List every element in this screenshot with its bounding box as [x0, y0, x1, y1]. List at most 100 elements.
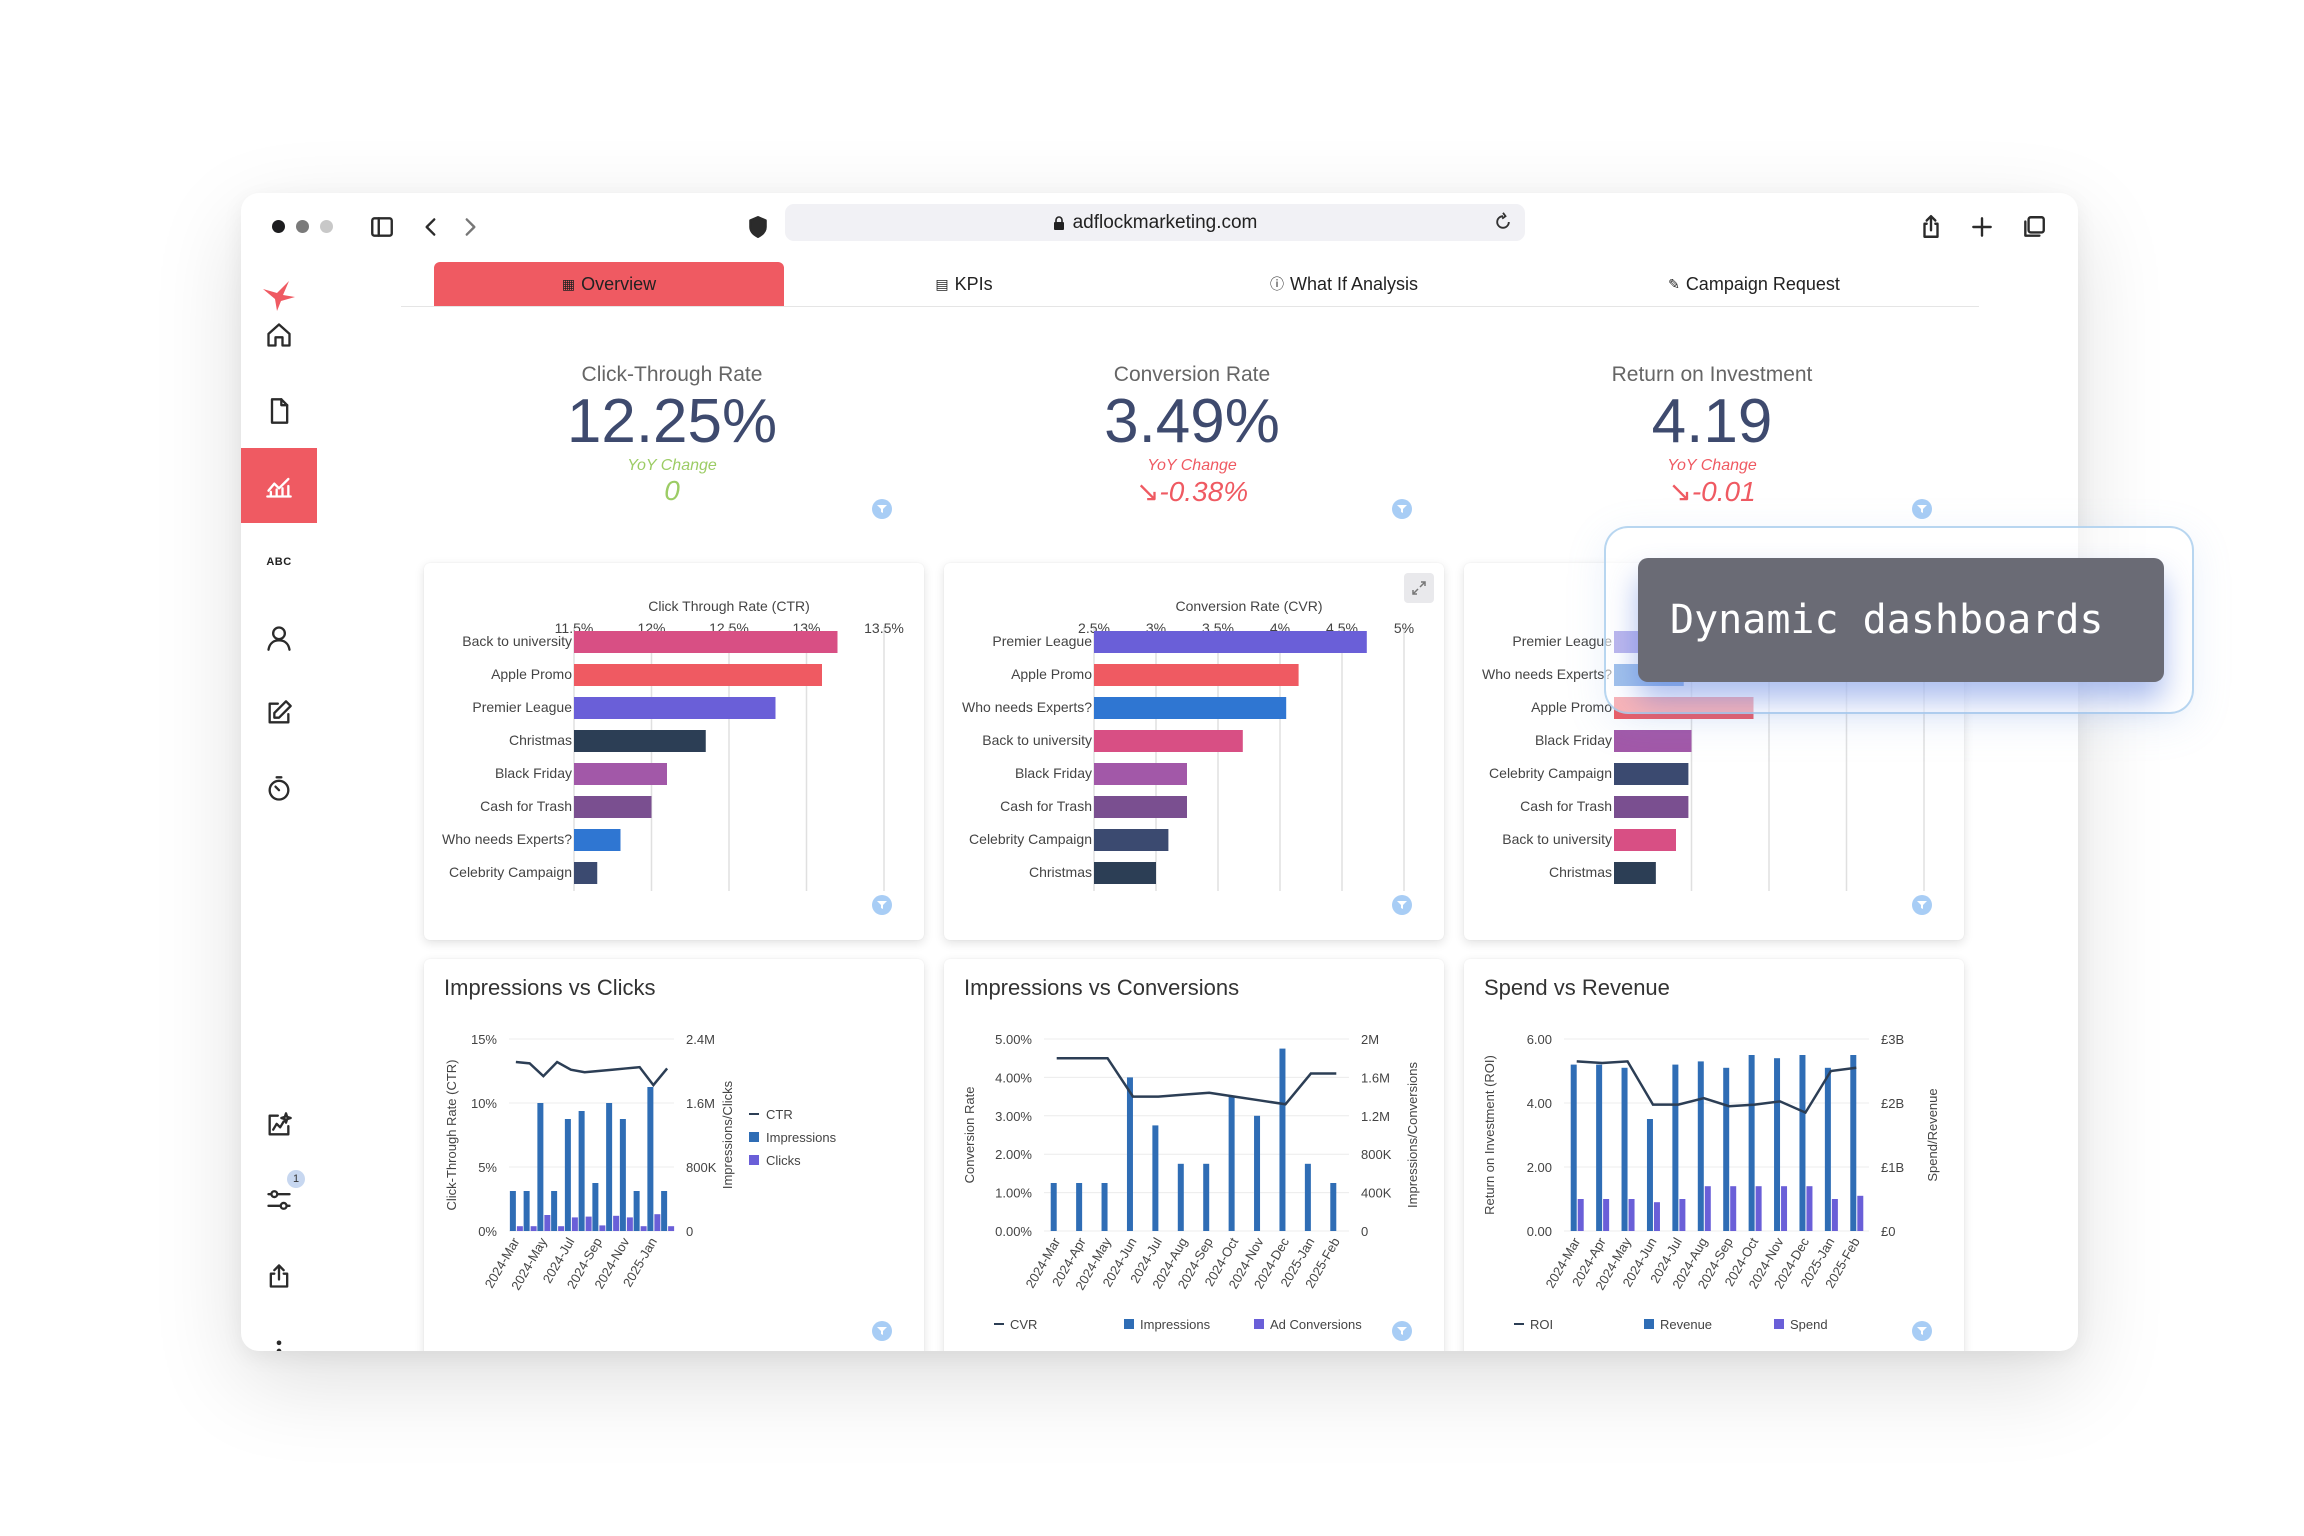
bar — [1755, 1186, 1762, 1231]
bar — [537, 1103, 544, 1231]
bar — [578, 1111, 585, 1231]
bar — [1577, 1199, 1584, 1231]
browser-window: adflockmarketing.com ABC — [241, 193, 2078, 1351]
y2-tick-label: £1B — [1881, 1160, 1904, 1175]
kpi-yoy-label: YoY Change — [627, 457, 717, 474]
kpi-value: 4.19 — [1651, 387, 1773, 456]
legend-swatch — [749, 1132, 759, 1142]
y-tick-label: 4.00 — [1527, 1096, 1552, 1111]
filter-icon[interactable] — [872, 499, 892, 519]
bar — [1806, 1186, 1813, 1231]
browser-toolbar: adflockmarketing.com — [241, 193, 2078, 257]
home-icon[interactable] — [241, 297, 317, 372]
forward-icon[interactable] — [450, 207, 490, 247]
abc-icon[interactable]: ABC — [266, 555, 292, 568]
edit-icon[interactable] — [241, 675, 317, 750]
app-logo[interactable] — [241, 257, 317, 332]
window-minimize-dot[interactable] — [296, 220, 309, 233]
filter-icon[interactable] — [1392, 1321, 1412, 1341]
legend-label: Impressions — [766, 1130, 837, 1145]
category-label: Cash for Trash — [1520, 798, 1612, 814]
bar — [1228, 1096, 1235, 1231]
bar — [509, 1191, 516, 1231]
filter-icon[interactable] — [872, 895, 892, 915]
y2-tick-label: 2M — [1361, 1032, 1379, 1047]
tab-kpis[interactable]: ▤ KPIs — [935, 273, 993, 294]
shield-icon[interactable] — [738, 207, 778, 247]
tab-overview-icon[interactable] — [2014, 207, 2054, 247]
bar — [1646, 1119, 1653, 1231]
window-close-dot[interactable] — [272, 220, 285, 233]
filter-icon[interactable] — [1912, 1321, 1932, 1341]
bar — [1697, 1061, 1704, 1231]
category-label: Apple Promo — [1531, 699, 1612, 715]
category-label: Black Friday — [1535, 732, 1612, 748]
impressions-conversions-card: Impressions vs Conversions 0.00% 1.00% 2.0… — [944, 959, 1444, 1351]
bar — [585, 1216, 592, 1231]
bar — [571, 1217, 578, 1231]
reload-icon[interactable] — [1493, 212, 1513, 232]
bar — [1628, 1199, 1635, 1231]
window-zoom-dot[interactable] — [320, 220, 333, 233]
filter-icon[interactable] — [1912, 895, 1932, 915]
chart-title: Click Through Rate (CTR) — [648, 598, 810, 614]
y-axis-title: Return on Investment (ROI) — [1482, 1055, 1497, 1215]
kpi-ctr: Click-Through Rate 12.25% YoY Change 0 — [492, 363, 852, 507]
bar — [606, 1103, 613, 1231]
back-icon[interactable] — [411, 207, 451, 247]
more-icon[interactable] — [241, 1313, 317, 1351]
filters-icon[interactable]: 1 — [241, 1162, 317, 1237]
sidebar-toggle-icon[interactable] — [362, 207, 402, 247]
bar — [1126, 1077, 1133, 1231]
share-icon[interactable] — [1911, 207, 1951, 247]
export-icon[interactable] — [241, 1238, 317, 1313]
y2-tick-label: £3B — [1881, 1032, 1904, 1047]
url-bar[interactable]: adflockmarketing.com — [785, 204, 1525, 241]
user-icon[interactable] — [241, 600, 317, 675]
new-tab-icon[interactable] — [1962, 207, 2002, 247]
lock-icon — [1053, 215, 1064, 230]
category-label: Apple Promo — [491, 666, 572, 682]
bar — [1850, 1055, 1857, 1231]
bar — [1570, 1064, 1577, 1231]
ai-edit-icon[interactable] — [241, 1087, 317, 1162]
kpi-yoy-label: YoY Change — [1667, 457, 1757, 474]
expand-icon[interactable] — [1404, 573, 1434, 603]
bar — [564, 1119, 571, 1231]
timer-icon[interactable] — [241, 751, 317, 826]
filter-icon[interactable] — [1912, 499, 1932, 519]
tab-overview[interactable]: ▦ Overview — [434, 262, 784, 306]
category-label: Premier League — [1512, 633, 1612, 649]
bar — [1614, 730, 1692, 752]
bar — [1730, 1186, 1737, 1231]
category-label: Christmas — [509, 732, 572, 748]
bar — [640, 1226, 647, 1231]
category-label: Who needs Experts? — [1482, 666, 1612, 682]
tab-what-if-analysis[interactable]: ⓘ What If Analysis — [1269, 273, 1419, 294]
document-icon[interactable] — [241, 373, 317, 448]
kpi-yoy-label: YoY Change — [1147, 457, 1237, 474]
bar — [1621, 1067, 1628, 1231]
bar — [1177, 1163, 1184, 1231]
filter-icon[interactable] — [872, 1321, 892, 1341]
analytics-icon[interactable] — [241, 448, 317, 523]
category-label: Black Friday — [1015, 765, 1092, 781]
x-tick-label: 5% — [1394, 620, 1414, 636]
y2-tick-label: 1.6M — [1361, 1070, 1390, 1085]
bar — [574, 730, 706, 752]
bar — [626, 1217, 633, 1231]
bar — [1203, 1163, 1210, 1231]
grid-icon: ▦ — [561, 275, 576, 292]
filter-icon[interactable] — [1392, 895, 1412, 915]
y-tick-label: 6.00 — [1527, 1032, 1552, 1047]
y-tick-label: 10% — [471, 1096, 497, 1111]
tab-campaign-request[interactable]: ✎ Campaign Request — [1668, 273, 1840, 294]
bar — [523, 1191, 530, 1231]
impressions-clicks-chart: 0% 5% 10% 15% 0 800K 1.6M 2.4M Click-Through Rat… — [444, 1032, 837, 1293]
bar — [1050, 1183, 1057, 1231]
legend-label: Spend — [1790, 1317, 1828, 1332]
filter-icon[interactable] — [1392, 499, 1412, 519]
category-label: Back to university — [982, 732, 1092, 748]
category-label: Who needs Experts? — [442, 831, 572, 847]
legend-label: Ad Conversions — [1270, 1317, 1362, 1332]
